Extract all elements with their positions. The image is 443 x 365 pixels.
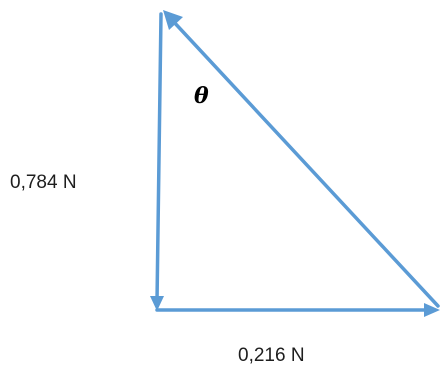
- vertical-force-vector: [150, 12, 164, 311]
- resultant-force-shaft: [170, 18, 440, 308]
- angle-theta-label: θ: [194, 83, 209, 109]
- horizontal-force-vector: [155, 303, 440, 317]
- horizontal-force-arrowhead: [424, 303, 440, 317]
- vertical-force-shaft: [155, 12, 163, 304]
- resultant-force-vector: [163, 10, 440, 308]
- vertical-force-label: 0,784 N: [10, 172, 77, 193]
- resultant-force-arrowhead: [163, 10, 183, 30]
- horizontal-force-label: 0,216 N: [238, 345, 305, 365]
- vertical-force-arrowhead: [150, 296, 164, 311]
